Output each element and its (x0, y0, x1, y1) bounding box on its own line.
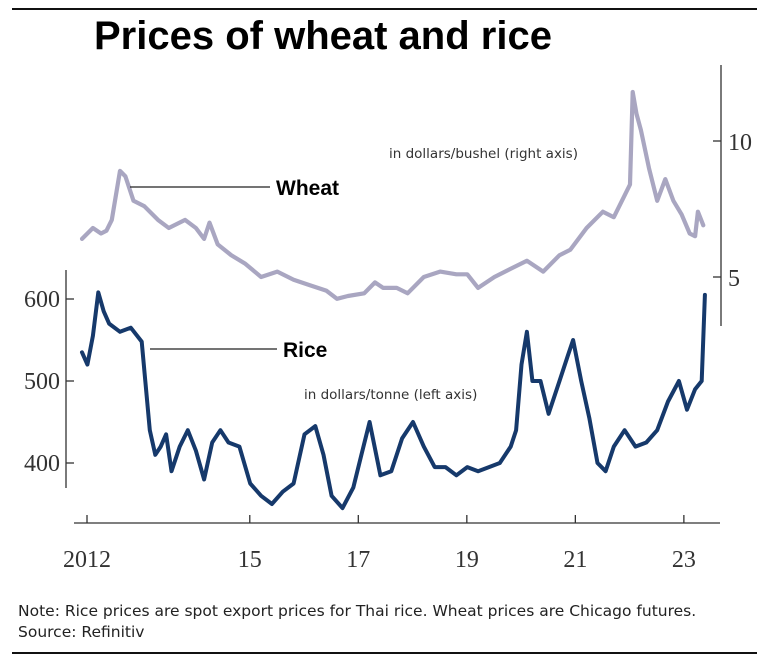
bottom-rule (12, 652, 757, 654)
x-axis-tick-label: 15 (238, 547, 262, 573)
x-axis-tick-label: 23 (672, 547, 696, 573)
source-text: Source: Refinitiv (18, 623, 145, 641)
x-axis-tick-label: 17 (346, 547, 370, 573)
axes-group: 400 500 600 5 10 2012 15 17 19 21 23 (24, 65, 752, 573)
wheat-series-line (79, 89, 706, 301)
right-axis-unit-label: in dollars/bushel (right axis) (389, 146, 578, 162)
rice-series-line (80, 290, 707, 511)
series-group (79, 89, 707, 511)
chart-title: Prices of wheat and rice (94, 14, 552, 58)
wheat-series-label: Wheat (276, 177, 339, 200)
labels-group: Wheat Rice in dollars/bushel (right axis) i… (130, 146, 578, 403)
left-axis-tick-label: 600 (24, 287, 60, 313)
x-axis-tick-label: 2012 (63, 547, 111, 573)
top-rule (12, 8, 757, 10)
chart-note: Note: Rice prices are spot export prices… (18, 601, 696, 643)
right-axis-tick-label: 5 (728, 266, 740, 292)
x-axis-tick-label: 21 (563, 547, 587, 573)
left-axis-unit-label: in dollars/tonne (left axis) (304, 387, 477, 403)
left-axis-tick-label: 400 (24, 451, 60, 477)
x-axis-tick-label: 19 (455, 547, 479, 573)
note-text: Note: Rice prices are spot export prices… (18, 602, 697, 620)
right-axis-tick-label: 10 (728, 130, 752, 156)
rice-series-label: Rice (283, 339, 327, 362)
left-axis-tick-label: 500 (24, 369, 60, 395)
